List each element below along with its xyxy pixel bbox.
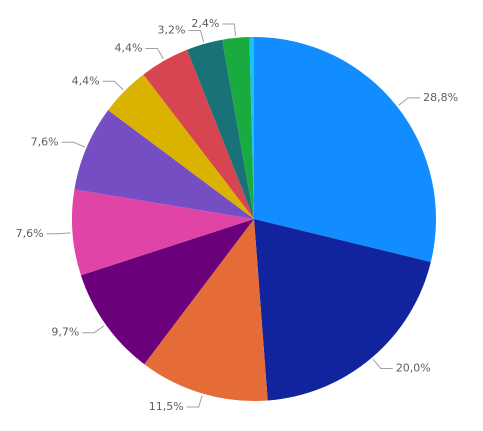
- pie-slice: [249, 37, 254, 219]
- data-label: 4,4%: [72, 74, 100, 87]
- leader-line: [102, 80, 124, 91]
- data-label: 11,5%: [149, 400, 184, 413]
- data-label: 28,8%: [423, 91, 458, 104]
- pie-slice: [108, 74, 254, 219]
- leader-line: [82, 325, 105, 334]
- pie-slice: [143, 49, 254, 220]
- data-label: 3,2%: [158, 23, 186, 36]
- leader-line: [222, 23, 237, 36]
- pie-slice: [254, 219, 431, 401]
- data-label: 20,0%: [396, 361, 431, 374]
- pie-slice: [74, 110, 254, 219]
- leader-line: [372, 358, 393, 369]
- pie-slice: [222, 37, 254, 219]
- data-label: 4,4%: [114, 41, 142, 54]
- leader-line: [398, 97, 421, 106]
- leader-line: [188, 29, 205, 43]
- pie-slice: [254, 37, 437, 263]
- pie-slice: [71, 189, 254, 276]
- data-label: 7,6%: [16, 227, 44, 240]
- leader-line: [186, 395, 203, 408]
- leader-line: [46, 232, 71, 235]
- leader-line: [145, 47, 164, 60]
- data-label: 7,6%: [31, 135, 59, 148]
- pie-slice: [187, 39, 254, 219]
- data-label: 2,4%: [191, 17, 219, 30]
- data-label: 9,7%: [51, 326, 79, 339]
- pie-slice: [144, 219, 268, 401]
- pie-slice: [80, 219, 254, 365]
- leader-line: [61, 141, 85, 148]
